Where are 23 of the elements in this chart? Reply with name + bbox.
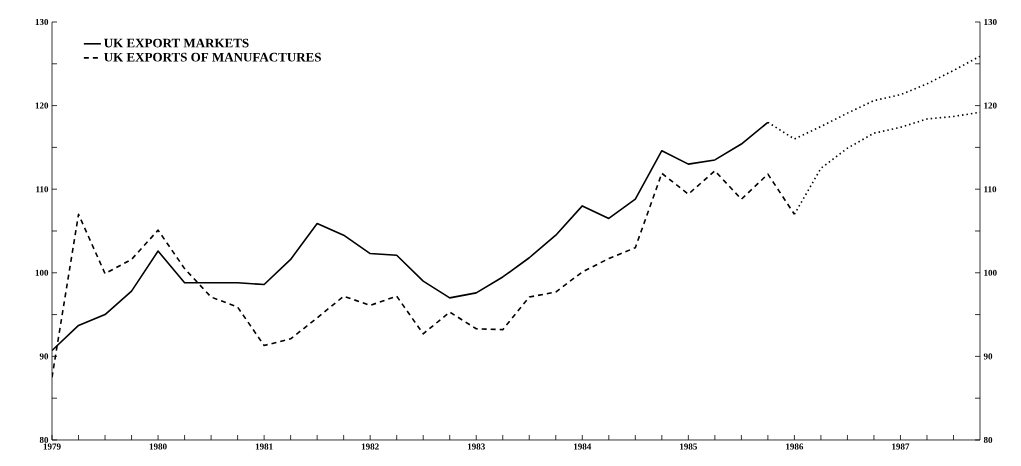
x-tick-label: 1981	[255, 443, 273, 450]
y2-tick-label: 120	[984, 102, 997, 109]
y-tick-label: 130	[35, 18, 49, 26]
y2-tick-label: 100	[984, 269, 997, 276]
y-tick-label: 120	[35, 102, 49, 109]
x-tick-label: 1985	[680, 443, 698, 450]
x-tick-label: 1987	[892, 443, 910, 450]
y-tick-label: 80	[39, 436, 49, 444]
y2-tick-label: 110	[984, 186, 997, 193]
x-tick-label: 1986	[786, 443, 804, 450]
legend-label: UK EXPORTS OF MANUFACTURES	[104, 52, 321, 62]
y2-tick-label: 90	[983, 353, 993, 360]
x-tick-label: 1983	[467, 443, 485, 450]
y-tick-label: 100	[35, 269, 49, 276]
x-tick-label: 1982	[361, 443, 379, 450]
legend-label: UK EXPORT MARKETS	[104, 38, 249, 48]
y-tick-label: 110	[36, 186, 49, 193]
x-tick-label: 1980	[149, 443, 167, 450]
y2-tick-label: 80	[983, 436, 993, 444]
x-tick-label: 1979	[43, 443, 61, 450]
y-tick-label: 90	[39, 353, 49, 360]
x-tick-label: 1984	[574, 443, 592, 450]
y2-tick-label: 130	[984, 18, 997, 26]
